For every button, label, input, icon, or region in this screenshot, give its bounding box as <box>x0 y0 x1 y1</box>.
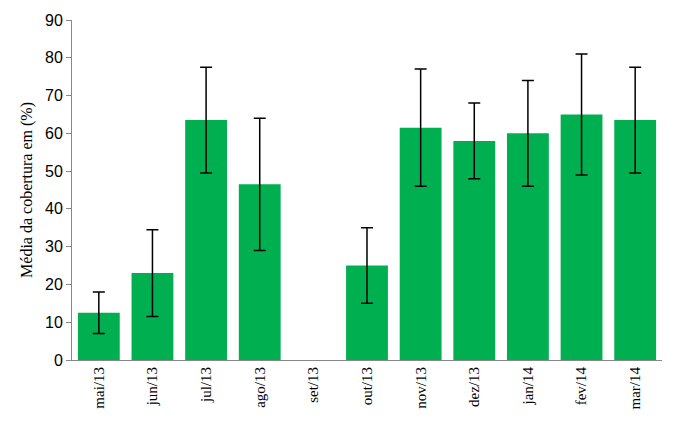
svg-text:nov/13: nov/13 <box>413 367 429 409</box>
svg-text:40: 40 <box>45 200 63 217</box>
svg-text:jun/13: jun/13 <box>144 367 160 406</box>
svg-text:50: 50 <box>45 163 63 180</box>
svg-text:dez/13: dez/13 <box>466 367 482 407</box>
svg-text:10: 10 <box>45 314 63 331</box>
svg-text:ago/13: ago/13 <box>252 367 268 408</box>
svg-text:70: 70 <box>45 87 63 104</box>
svg-text:0: 0 <box>54 352 63 369</box>
svg-text:90: 90 <box>45 12 63 29</box>
svg-text:80: 80 <box>45 49 63 66</box>
svg-text:fev/14: fev/14 <box>573 367 589 406</box>
svg-text:mai/13: mai/13 <box>91 367 107 409</box>
svg-text:30: 30 <box>45 238 63 255</box>
svg-text:20: 20 <box>45 276 63 293</box>
svg-text:mar/14: mar/14 <box>627 367 643 410</box>
svg-text:set/13: set/13 <box>305 367 321 403</box>
svg-text:jul/13: jul/13 <box>198 367 214 403</box>
svg-text:Média da cobertura em (%): Média da cobertura em (%) <box>18 102 36 278</box>
svg-text:60: 60 <box>45 125 63 142</box>
svg-text:jan/14: jan/14 <box>520 367 536 406</box>
svg-text:out/13: out/13 <box>359 367 375 405</box>
